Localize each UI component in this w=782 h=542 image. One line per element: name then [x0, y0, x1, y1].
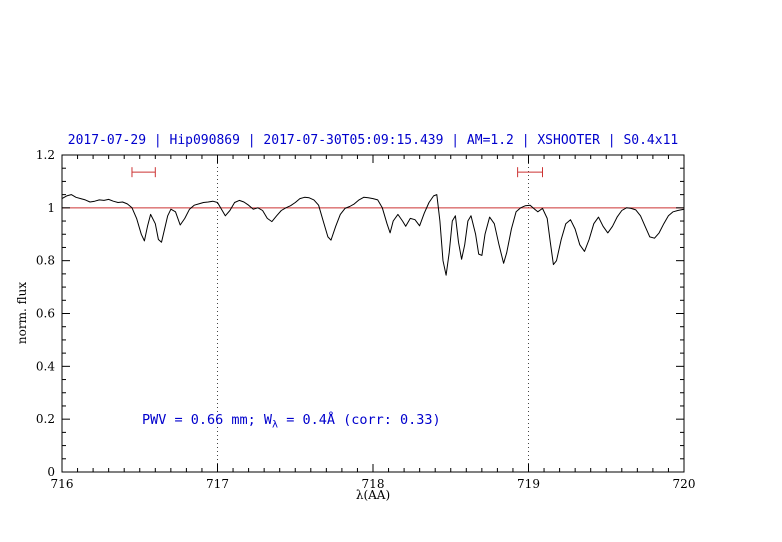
annotation-part2: = 0.4Å (corr: 0.33) — [278, 412, 441, 428]
x-tick-label: 720 — [673, 477, 696, 491]
x-tick-label: 719 — [517, 477, 540, 491]
y-tick-label: 1 — [47, 201, 55, 215]
y-tick-label: 0.6 — [36, 307, 55, 321]
y-tick-label: 1.2 — [36, 148, 55, 162]
annotation-part1: PWV = 0.66 mm; W — [142, 412, 273, 428]
pwv-annotation: PWV = 0.66 mm; Wλ = 0.4Å (corr: 0.33) — [142, 412, 441, 431]
y-tick-label: 0 — [47, 465, 55, 479]
x-axis-label: λ(AA) — [355, 488, 391, 502]
x-tick-label: 718 — [362, 477, 385, 491]
plot-title: 2017-07-29 | Hip090869 | 2017-07-30T05:0… — [67, 133, 679, 148]
y-tick-label: 0.8 — [36, 254, 55, 268]
x-tick-label: 716 — [51, 477, 74, 491]
y-tick-label: 0.2 — [36, 412, 55, 426]
y-tick-label: 0.4 — [36, 359, 55, 373]
x-tick-label: 717 — [206, 477, 229, 491]
y-axis-label: norm. flux — [15, 281, 29, 345]
annotation-lambda-subscript: λ — [272, 419, 279, 431]
spectrum-line — [61, 194, 685, 276]
